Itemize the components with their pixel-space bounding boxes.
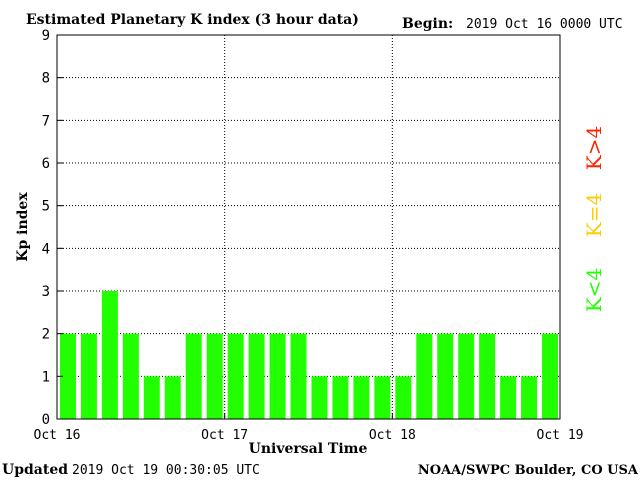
kp-bar bbox=[206, 333, 223, 419]
kp-bar bbox=[542, 333, 558, 419]
y-tick-label: 6 bbox=[42, 156, 50, 172]
grid-lines bbox=[57, 35, 560, 419]
updated-label: Updated bbox=[2, 462, 68, 478]
updated-value: 2019 Oct 19 00:30:05 UTC bbox=[72, 463, 260, 478]
y-tick-label: 0 bbox=[42, 412, 50, 428]
y-tick-label: 4 bbox=[42, 241, 50, 257]
kp-bar bbox=[458, 333, 475, 419]
y-axis-label: Kp index bbox=[15, 192, 31, 262]
kp-bar bbox=[248, 333, 265, 419]
kp-bar bbox=[353, 376, 370, 419]
kp-bar bbox=[122, 333, 139, 419]
chart-title: Estimated Planetary K index (3 hour data… bbox=[26, 12, 359, 28]
x-tick-label: Oct 17 bbox=[201, 428, 248, 443]
x-tick-label: Oct 16 bbox=[34, 428, 81, 443]
kp-bar bbox=[60, 333, 76, 419]
kp-bar bbox=[311, 376, 328, 419]
x-tick-label: Oct 19 bbox=[537, 428, 584, 443]
plot-frame bbox=[56, 34, 561, 420]
kp-bar bbox=[521, 376, 538, 419]
kp-bar bbox=[479, 333, 496, 419]
kp-bar bbox=[101, 291, 118, 419]
kp-bar bbox=[80, 333, 97, 419]
x-tick-label: Oct 18 bbox=[369, 428, 416, 443]
y-tick-label: 3 bbox=[42, 284, 50, 300]
y-tick-label: 7 bbox=[42, 113, 50, 129]
kp-bar bbox=[269, 333, 286, 419]
kp-bar bbox=[143, 376, 160, 419]
legend-k-equal-4: K=4 bbox=[582, 193, 606, 237]
y-tick-label: 2 bbox=[42, 327, 50, 343]
kp-bar bbox=[437, 333, 454, 419]
bar-series bbox=[60, 291, 558, 419]
y-tick-label: 8 bbox=[42, 71, 50, 87]
x-axis-ticks: Oct 16 Oct 17 Oct 18 Oct 19 bbox=[34, 413, 584, 443]
legend-k-greater-4: K>4 bbox=[582, 126, 606, 170]
begin-value: 2019 Oct 16 0000 UTC bbox=[466, 17, 623, 32]
kp-bar bbox=[500, 376, 517, 419]
y-tick-label: 1 bbox=[42, 369, 50, 385]
kp-bar bbox=[416, 333, 433, 419]
legend-k-less-4: K<4 bbox=[582, 268, 606, 312]
kp-bar bbox=[332, 376, 349, 419]
kp-bar bbox=[395, 376, 412, 419]
kp-bar bbox=[290, 333, 307, 419]
y-tick-label: 5 bbox=[42, 199, 50, 215]
source-credit: NOAA/SWPC Boulder, CO USA bbox=[418, 463, 639, 478]
kp-bar bbox=[374, 376, 391, 419]
kp-bar bbox=[227, 333, 244, 419]
y-tick-label: 9 bbox=[42, 28, 50, 44]
kp-bar bbox=[185, 333, 202, 419]
y-axis-ticks: 0 1 2 3 4 5 6 7 8 9 bbox=[42, 28, 63, 428]
kp-bar bbox=[164, 376, 181, 419]
begin-label: Begin: bbox=[402, 16, 453, 32]
x-axis-label: Universal Time bbox=[249, 441, 368, 457]
